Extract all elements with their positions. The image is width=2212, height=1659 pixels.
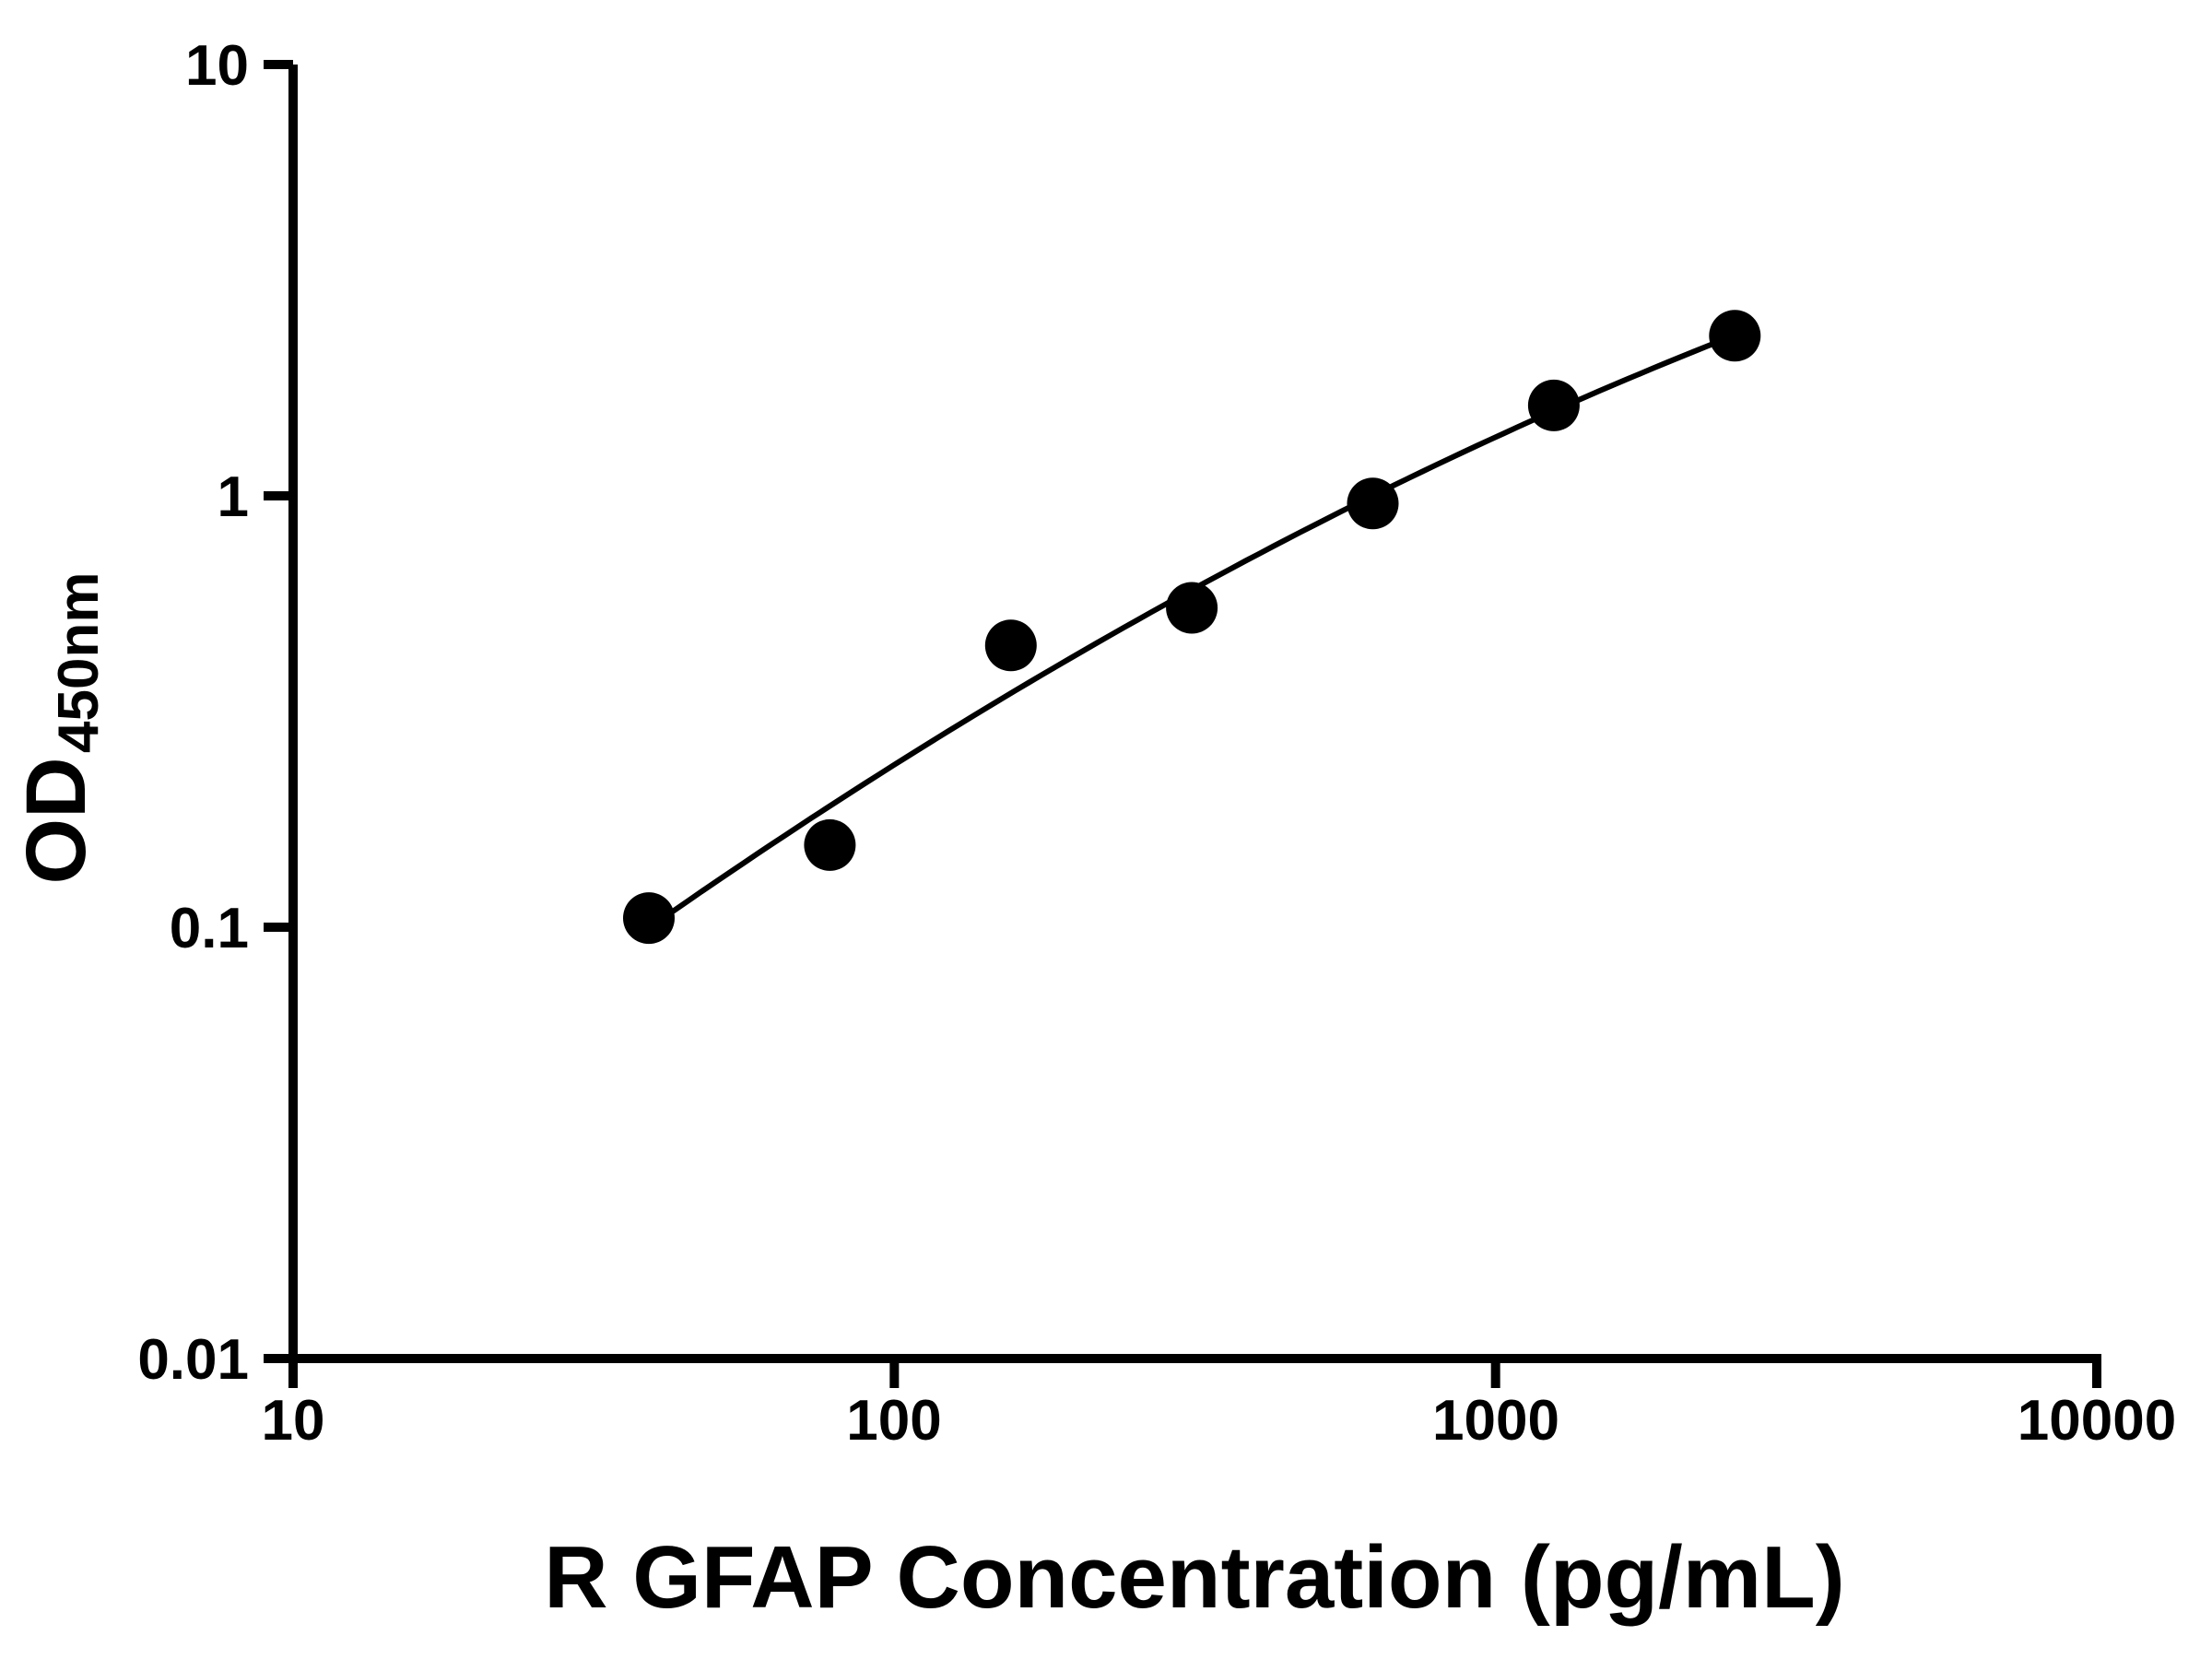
y-axis-title-main: OD	[9, 757, 103, 884]
data-point	[1166, 582, 1218, 634]
y-axis-title: OD 450nm	[9, 572, 111, 885]
x-tick-label: 10000	[2018, 1389, 2176, 1453]
x-tick-label: 100	[846, 1389, 941, 1453]
plot-series	[623, 310, 1761, 945]
y-tick-label: 0.1	[170, 897, 249, 960]
data-point	[623, 892, 675, 945]
x-tick-label: 10	[262, 1389, 325, 1453]
axis-spines	[288, 65, 2101, 1363]
data-point	[804, 818, 856, 871]
data-point	[984, 619, 1037, 672]
x-tick-label: 1000	[1432, 1389, 1559, 1453]
y-tick-label: 1	[218, 465, 249, 529]
data-point	[1347, 477, 1399, 530]
y-tick-label: 10	[185, 34, 249, 98]
axis-titles: R GFAP Concentration (pg/mL) OD 450nm	[9, 572, 1845, 1627]
axes	[264, 60, 2101, 1388]
data-point	[1709, 310, 1761, 362]
y-tick-label: 0.01	[137, 1328, 249, 1392]
tick-labels: 10 100 1000 10000 10 1 0.1 0.01	[137, 34, 2176, 1453]
y-axis-title-subscript: 450nm	[47, 572, 111, 753]
data-point	[1527, 379, 1580, 431]
x-axis-title: R GFAP Concentration (pg/mL)	[544, 1528, 1845, 1627]
